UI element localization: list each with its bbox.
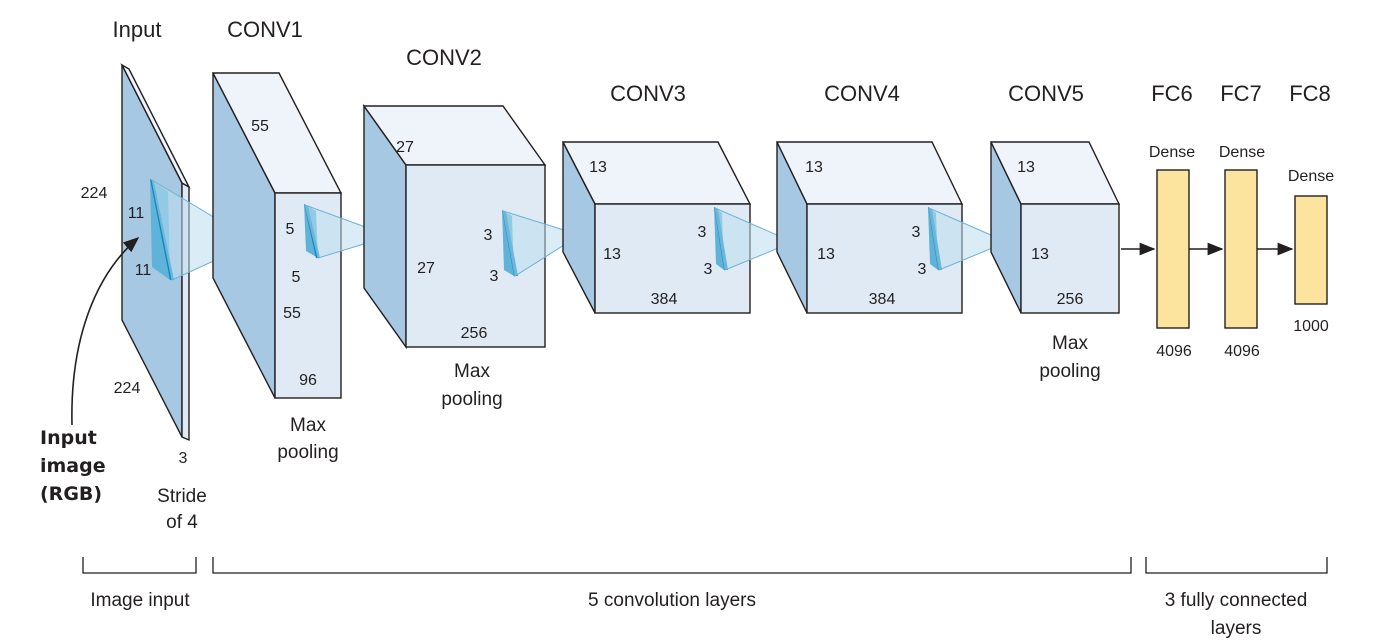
fc6-units: 4096 (1156, 343, 1192, 360)
title-conv3: CONV3 (610, 81, 686, 106)
input-kernel-h-label: 11 (128, 205, 145, 222)
title-conv5: CONV5 (1008, 81, 1084, 106)
title-fc7: FC7 (1220, 81, 1262, 106)
conv5-pool-1: Max (1052, 333, 1088, 354)
fc7-block (1224, 169, 1258, 329)
conv3-size-top: 13 (589, 159, 607, 176)
conv4-kernel-h: 3 (912, 224, 921, 241)
fc6-type: Dense (1149, 144, 1195, 161)
conv1-depth: 96 (299, 372, 317, 389)
conv2-pool-2: pooling (441, 389, 502, 410)
fc7-units: 4096 (1224, 343, 1260, 360)
conv1-kernel-projection (304, 204, 392, 259)
conv2-pool-1: Max (454, 361, 490, 382)
input-image-label-3: (RGB) (40, 483, 102, 505)
conv1-kernel-h: 5 (286, 221, 295, 238)
stride-label-2: of 4 (166, 512, 198, 533)
conv4-kernel-w: 3 (918, 261, 927, 278)
input-image-arrow (71, 236, 140, 426)
conv5-size-side: 13 (1031, 246, 1049, 263)
conv2-kernel-w: 3 (490, 268, 499, 285)
conv1-size-top: 55 (251, 118, 269, 135)
conv3-size-side: 13 (603, 246, 621, 263)
input-height-label: 224 (81, 185, 108, 202)
conv5-depth: 256 (1057, 291, 1084, 308)
title-conv4: CONV4 (824, 81, 900, 106)
conv4-size-side: 13 (817, 246, 835, 263)
conv5-size-top: 13 (1017, 159, 1035, 176)
conv2-volume (362, 103, 547, 350)
conv4-depth: 384 (869, 291, 896, 308)
input-kernel-w-label: 11 (135, 262, 152, 279)
input-width-label: 224 (114, 380, 141, 397)
conv3-kernel-projection (714, 207, 795, 271)
conv4-size-top: 13 (805, 159, 823, 176)
conv2-size-top: 27 (396, 139, 414, 156)
conv2-kernel-projection (502, 210, 582, 277)
conv5-pool-2: pooling (1039, 361, 1100, 382)
conv5-volume (989, 141, 1121, 314)
group-fc-layers-2: layers (1211, 618, 1262, 639)
bracket-image-input (82, 557, 197, 574)
title-fc8: FC8 (1289, 81, 1331, 106)
conv1-kernel-w: 5 (292, 269, 301, 286)
stride-label-1: Stride (157, 486, 207, 507)
conv1-pool-1: Max (290, 415, 326, 436)
title-conv2: CONV2 (406, 45, 482, 70)
input-depth-label: 3 (179, 450, 188, 467)
conv4-kernel-projection (928, 207, 1009, 271)
conv3-kernel-h: 3 (698, 224, 707, 241)
fc8-units: 1000 (1293, 318, 1329, 335)
input-image-label-1: Input (40, 427, 97, 449)
title-conv1: CONV1 (227, 17, 303, 42)
fc6-block (1156, 169, 1190, 329)
fc8-type: Dense (1288, 168, 1334, 185)
bracket-fc-layers (1145, 557, 1328, 574)
group-fc-layers-1: 3 fully connected (1165, 590, 1308, 611)
bracket-conv-layers (212, 557, 1132, 574)
conv1-size-side: 55 (283, 305, 301, 322)
title-input: Input (113, 17, 162, 42)
conv2-size-side: 27 (417, 260, 435, 277)
conv3-kernel-w: 3 (704, 261, 713, 278)
conv3-depth: 384 (651, 291, 678, 308)
fc7-type: Dense (1219, 144, 1265, 161)
conv2-depth: 256 (461, 325, 488, 342)
group-conv-layers: 5 convolution layers (588, 590, 756, 611)
input-image-label-2: image (40, 455, 106, 477)
title-fc6: FC6 (1151, 81, 1193, 106)
conv1-pool-2: pooling (277, 442, 338, 463)
group-image-input: Image input (90, 590, 190, 611)
fc8-block (1294, 195, 1328, 305)
conv2-kernel-h: 3 (484, 227, 493, 244)
